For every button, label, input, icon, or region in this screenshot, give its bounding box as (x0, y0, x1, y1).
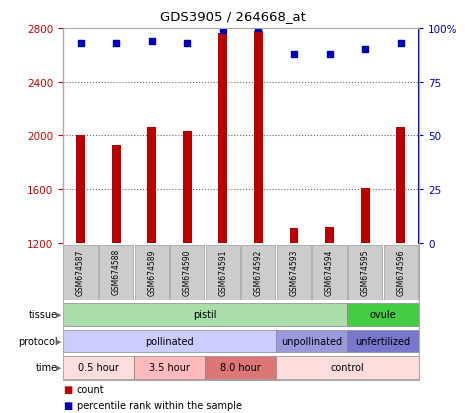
Text: GSM674595: GSM674595 (361, 249, 370, 295)
Bar (170, 245, 204, 300)
Bar (254, 31, 263, 243)
Text: pollinated: pollinated (145, 336, 194, 346)
Point (184, 40, 191, 47)
Bar (347, 303, 418, 326)
Text: GSM674591: GSM674591 (219, 249, 227, 295)
Bar (396, 128, 405, 243)
Text: unfertilized: unfertilized (355, 336, 411, 346)
Text: 3.5 hour: 3.5 hour (149, 363, 190, 373)
Bar (99, 245, 133, 300)
Text: ▶: ▶ (56, 338, 62, 344)
Point (77, 40, 84, 47)
Text: pistil: pistil (193, 310, 217, 320)
Text: GSM674596: GSM674596 (396, 249, 405, 295)
Text: GDS3905 / 264668_at: GDS3905 / 264668_at (159, 10, 306, 23)
Bar (76, 136, 85, 243)
Bar (112, 145, 120, 243)
Text: 0.5 hour: 0.5 hour (78, 363, 119, 373)
Point (255, 26, 262, 32)
Text: GSM674593: GSM674593 (290, 249, 299, 295)
Bar (312, 245, 346, 300)
Point (219, 28, 226, 34)
Text: GSM674587: GSM674587 (76, 249, 85, 295)
Text: GSM674588: GSM674588 (112, 249, 120, 295)
Bar (205, 356, 276, 379)
Bar (183, 132, 192, 243)
Bar (276, 330, 347, 353)
Bar (290, 228, 299, 243)
Bar (206, 245, 240, 300)
Text: ■: ■ (63, 400, 72, 410)
Text: ovule: ovule (370, 310, 396, 320)
Text: ■: ■ (63, 385, 72, 394)
Text: GSM674592: GSM674592 (254, 249, 263, 295)
Bar (63, 330, 276, 353)
Text: tissue: tissue (29, 310, 58, 320)
Text: count: count (77, 385, 104, 394)
Bar (134, 356, 205, 379)
Point (113, 40, 120, 47)
Bar (219, 34, 227, 243)
Text: percentile rank within the sample: percentile rank within the sample (77, 400, 242, 410)
Text: GSM674590: GSM674590 (183, 249, 192, 295)
Bar (325, 227, 334, 243)
Text: protocol: protocol (19, 336, 58, 346)
Bar (135, 245, 169, 300)
Bar (384, 245, 418, 300)
Point (290, 51, 298, 58)
Bar (277, 245, 311, 300)
Text: GSM674594: GSM674594 (325, 249, 334, 295)
Point (148, 38, 155, 45)
Bar (348, 245, 382, 300)
Bar (276, 356, 418, 379)
Bar (64, 245, 98, 300)
Text: ▶: ▶ (56, 312, 62, 318)
Text: 8.0 hour: 8.0 hour (220, 363, 261, 373)
Text: ▶: ▶ (56, 365, 62, 370)
Text: control: control (331, 363, 364, 373)
Point (326, 51, 333, 58)
Bar (63, 303, 347, 326)
Text: unpollinated: unpollinated (281, 336, 342, 346)
Bar (63, 356, 134, 379)
Bar (241, 245, 275, 300)
Bar (361, 188, 370, 243)
Bar (347, 330, 418, 353)
Point (397, 40, 405, 47)
Text: time: time (36, 363, 58, 373)
Point (361, 47, 369, 54)
Bar (147, 128, 156, 243)
Text: GSM674589: GSM674589 (147, 249, 156, 295)
